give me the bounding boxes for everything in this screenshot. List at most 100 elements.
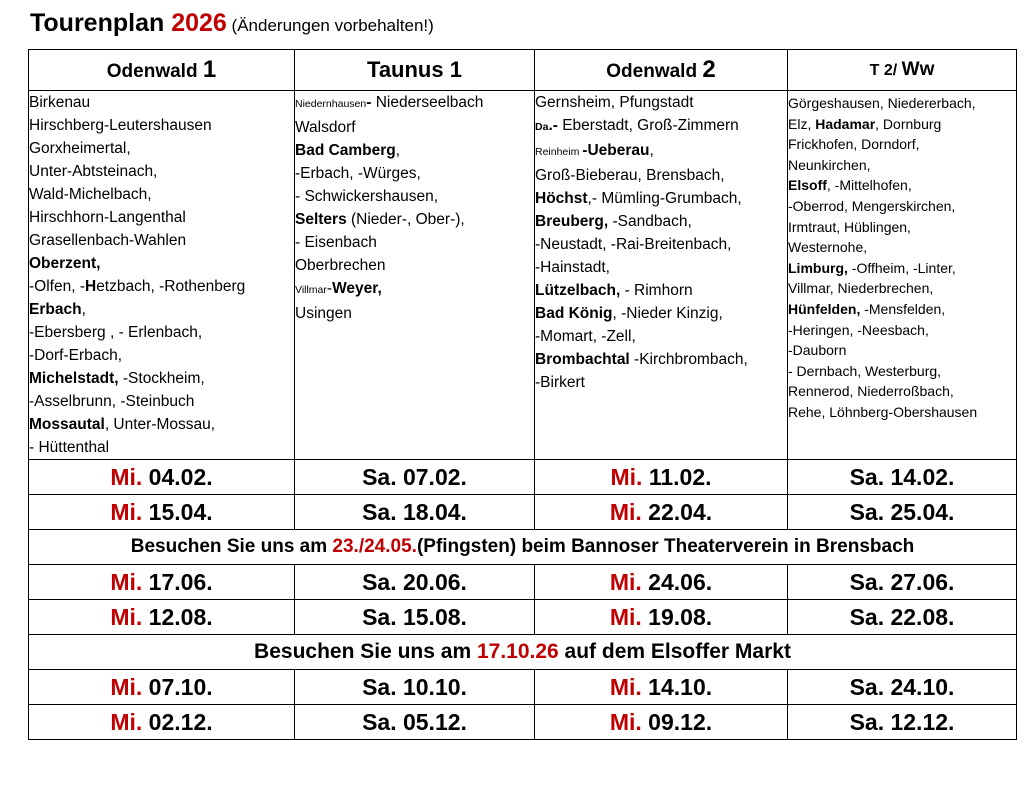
place-line: Erbach, [29, 301, 86, 318]
col-header-odenwald-1: Odenwald 1 [28, 49, 295, 91]
place-line: Elz, Hadamar, Dornburg [788, 115, 942, 132]
date-cell: Sa. 18.04. [294, 494, 535, 530]
place-line: - Eisenbach [295, 234, 377, 251]
date-cell: Sa. 15.08. [294, 599, 535, 635]
place-line: -Neustadt, -Rai-Breitenbach, [535, 236, 732, 253]
announcement-elsoffer-markt: Besuchen Sie uns am 17.10.26 auf dem Els… [28, 634, 1017, 670]
place-line: Rennerod, Niederroßbach, [788, 383, 954, 400]
date-cell: Sa. 05.12. [294, 704, 535, 740]
date-cell: Mi. 19.08. [534, 599, 788, 635]
place-line: Bad König, -Nieder Kinzig, [535, 305, 723, 322]
place-line: -Erbach, -Würges, [295, 165, 421, 182]
places-taunus-1: Niedernhausen- Niederseelbach Walsdorf B… [294, 90, 535, 460]
places-odenwald-2: Gernsheim, Pfungstadt Da.- Eberstadt, Gr… [534, 90, 788, 460]
place-line: Unter-Abtsteinach, [29, 163, 158, 180]
place-line: Walsdorf [295, 119, 356, 136]
title-main: Tourenplan [30, 9, 172, 37]
date-cell: Sa. 12.12. [787, 704, 1017, 740]
place-line: Breuberg, -Sandbach, [535, 213, 692, 230]
date-cell: Mi. 11.02. [534, 459, 788, 495]
date-cell: Mi. 04.02. [28, 459, 295, 495]
date-row-4: Mi. 12.08. Sa. 15.08. Mi. 19.08. Sa. 22.… [28, 599, 1017, 635]
date-cell: Mi. 17.06. [28, 564, 295, 600]
place-line: -Hainstadt, [535, 259, 610, 276]
date-cell: Sa. 24.10. [787, 669, 1017, 705]
date-cell: Sa. 07.02. [294, 459, 535, 495]
place-line: Da.- Eberstadt, Groß-Zimmern [535, 117, 739, 134]
date-cell: Sa. 20.06. [294, 564, 535, 600]
banner-row-2: Besuchen Sie uns am 17.10.26 auf dem Els… [28, 634, 1017, 670]
place-line: - Schwickershausen, [295, 188, 439, 205]
place-line: Elsoff, -Mittelhofen, [788, 177, 912, 194]
place-line: -Oberrod, Mengerskirchen, [788, 197, 956, 214]
place-line: Villmar-Weyer, [295, 280, 382, 297]
date-cell: Mi. 09.12. [534, 704, 788, 740]
place-line: - Hüttenthal [29, 439, 110, 456]
date-cell: Sa. 22.08. [787, 599, 1017, 635]
place-line: Rehe, Löhnberg-Obershausen [788, 403, 978, 420]
place-line: Frickhofen, Dorndorf, [788, 136, 920, 153]
date-row-6: Mi. 02.12. Sa. 05.12. Mi. 09.12. Sa. 12.… [28, 704, 1017, 740]
place-line: Bad Camberg, [295, 142, 401, 159]
place-line: -Olfen, -Hetzbach, -Rothenberg [29, 278, 246, 295]
date-cell: Sa. 10.10. [294, 669, 535, 705]
place-line: Hünfelden, -Mensfelden, [788, 300, 946, 317]
place-line: Neunkirchen, [788, 156, 871, 173]
place-line: Brombachtal -Kirchbrombach, [535, 351, 748, 368]
place-line: Selters (Nieder-, Ober-), [295, 211, 465, 228]
place-line: Wald-Michelbach, [29, 186, 152, 203]
place-line: Westernohe, [788, 239, 868, 256]
place-line: -Dorf-Erbach, [29, 347, 123, 364]
date-cell: Mi. 15.04. [28, 494, 295, 530]
date-row-1: Mi. 04.02. Sa. 07.02. Mi. 11.02. Sa. 14.… [28, 459, 1017, 495]
place-line: Groß-Bieberau, Brensbach, [535, 167, 725, 184]
place-line: -Momart, -Zell, [535, 328, 636, 345]
date-cell: Sa. 27.06. [787, 564, 1017, 600]
places-row: Birkenau Hirschberg-Leutershausen Gorxhe… [28, 90, 1017, 460]
place-line: Mossautal, Unter-Mossau, [29, 416, 216, 433]
place-line: Limburg, -Offheim, -Linter, [788, 259, 956, 276]
date-cell: Mi. 24.06. [534, 564, 788, 600]
date-row-5: Mi. 07.10. Sa. 10.10. Mi. 14.10. Sa. 24.… [28, 669, 1017, 705]
announcement-pfingsten: Besuchen Sie uns am 23./24.05.(Pfingsten… [28, 529, 1017, 565]
place-line: - Dernbach, Westerburg, [788, 362, 942, 379]
tour-table: Odenwald 1 Taunus 1 Odenwald 2 T 2/ Ww B… [28, 49, 1017, 740]
place-line: -Asselbrunn, -Steinbuch [29, 393, 195, 410]
date-cell: Mi. 22.04. [534, 494, 788, 530]
page-title: Tourenplan 2026 (Änderungen vorbehalten!… [30, 8, 434, 41]
place-line: Irmtraut, Hüblingen, [788, 218, 911, 235]
banner-row-1: Besuchen Sie uns am 23./24.05.(Pfingsten… [28, 529, 1017, 565]
col-header-taunus-1: Taunus 1 [294, 49, 535, 91]
place-line: -Birkert [535, 374, 585, 391]
date-row-2: Mi. 15.04. Sa. 18.04. Mi. 22.04. Sa. 25.… [28, 494, 1017, 530]
place-line: Höchst,- Mümling-Grumbach, [535, 190, 742, 207]
title-year: 2026 [171, 9, 227, 37]
place-line: Villmar, Niederbrechen, [788, 280, 934, 297]
place-line: -Dauborn [788, 342, 847, 359]
header-row: Odenwald 1 Taunus 1 Odenwald 2 T 2/ Ww [28, 49, 1017, 91]
place-line: -Ebersberg , - Erlenbach, [29, 324, 203, 341]
places-odenwald-1: Birkenau Hirschberg-Leutershausen Gorxhe… [28, 90, 295, 460]
place-line: Niedernhausen- Niederseelbach [295, 94, 484, 111]
place-line: Gernsheim, Pfungstadt [535, 94, 694, 111]
place-line: Oberzent, [29, 255, 101, 272]
title-note: (Änderungen vorbehalten!) [226, 16, 434, 35]
places-t2-ww: Görgeshausen, Niedererbach, Elz, Hadamar… [787, 90, 1017, 460]
place-line: Reinheim -Ueberau, [535, 142, 654, 159]
place-line: Lützelbach, - Rimhorn [535, 282, 693, 299]
date-cell: Mi. 14.10. [534, 669, 788, 705]
place-line: Hirschberg-Leutershausen [29, 117, 212, 134]
date-cell: Mi. 02.12. [28, 704, 295, 740]
place-line: -Heringen, -Neesbach, [788, 321, 929, 338]
place-line: Gorxheimertal, [29, 140, 131, 157]
place-line: Grasellenbach-Wahlen [29, 232, 187, 249]
place-line: Hirschhorn-Langenthal [29, 209, 186, 226]
date-cell: Mi. 12.08. [28, 599, 295, 635]
col-header-odenwald-2: Odenwald 2 [534, 49, 788, 91]
place-line: Oberbrechen [295, 257, 386, 274]
place-line: Michelstadt, -Stockheim, [29, 370, 205, 387]
date-cell: Sa. 14.02. [787, 459, 1017, 495]
date-cell: Mi. 07.10. [28, 669, 295, 705]
place-line: Birkenau [29, 94, 91, 111]
place-line: Usingen [295, 305, 352, 322]
